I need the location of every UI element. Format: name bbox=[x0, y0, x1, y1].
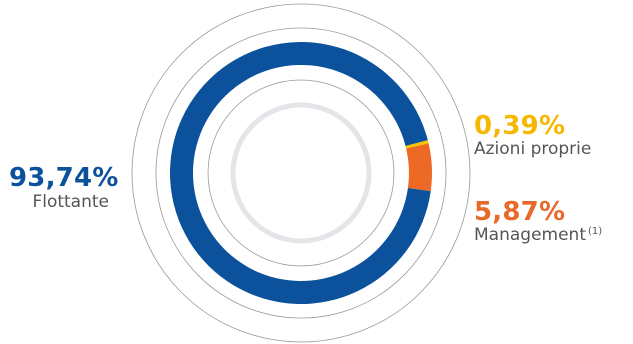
flottante-label: Flottante bbox=[32, 192, 109, 212]
donut-slices bbox=[170, 42, 432, 305]
donut-slice-azioni-proprie bbox=[405, 140, 429, 149]
management-label-text: Management bbox=[474, 225, 586, 245]
inner-light-ring bbox=[230, 102, 372, 244]
flottante-percentage: 93,74% bbox=[9, 163, 119, 193]
outer-decorative-ring bbox=[131, 3, 471, 343]
donut-slice-management bbox=[406, 143, 432, 192]
management-percentage: 5,87% bbox=[474, 197, 566, 227]
inner-decorative-ring bbox=[207, 79, 395, 267]
azioni-proprie-percentage: 0,39% bbox=[474, 111, 566, 141]
donut-slice-flottante bbox=[170, 42, 431, 305]
middle-decorative-ring bbox=[155, 27, 447, 319]
management-label: Management (1) bbox=[474, 227, 602, 244]
azioni-proprie-label: Azioni proprie bbox=[474, 139, 592, 159]
management-footnote-marker: (1) bbox=[588, 226, 603, 237]
